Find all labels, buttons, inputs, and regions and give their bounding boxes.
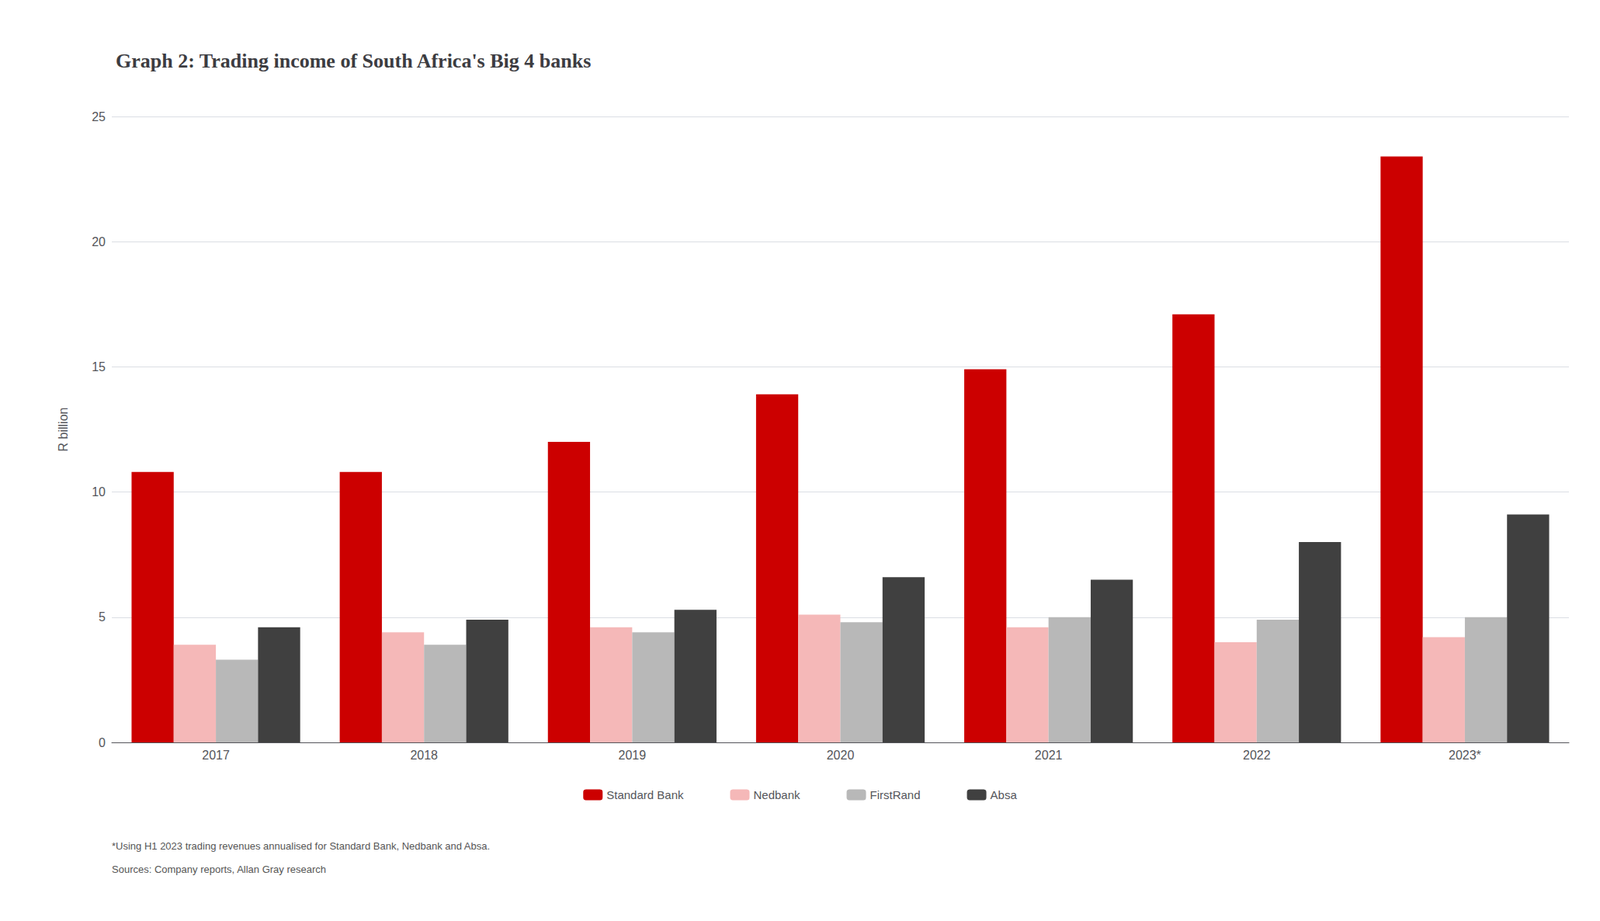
svg-text:FirstRand: FirstRand [870,787,921,802]
svg-text:*Using H1 2023 trading revenue: *Using H1 2023 trading revenues annualis… [111,839,490,852]
svg-text:2020: 2020 [826,748,855,762]
svg-text:0: 0 [98,735,106,750]
svg-text:10: 10 [91,485,106,499]
svg-text:Nedbank: Nedbank [753,787,801,802]
svg-text:2023*: 2023* [1448,748,1482,762]
svg-text:20: 20 [91,235,106,249]
svg-text:2017: 2017 [201,748,230,762]
svg-text:Graph 2: Trading income of Sou: Graph 2: Trading income of South Africa'… [115,49,591,73]
svg-text:Standard Bank: Standard Bank [606,787,684,802]
svg-text:15: 15 [91,360,106,374]
svg-text:R billion: R billion [56,407,70,452]
svg-text:2018: 2018 [409,748,438,762]
svg-text:25: 25 [91,110,106,124]
svg-text:Absa: Absa [990,787,1018,802]
svg-text:2022: 2022 [1242,748,1271,762]
svg-text:2021: 2021 [1034,748,1063,762]
svg-text:Sources: Company reports, Alla: Sources: Company reports, Allan Gray res… [111,863,327,875]
svg-text:5: 5 [98,610,106,624]
svg-text:2019: 2019 [618,748,647,762]
